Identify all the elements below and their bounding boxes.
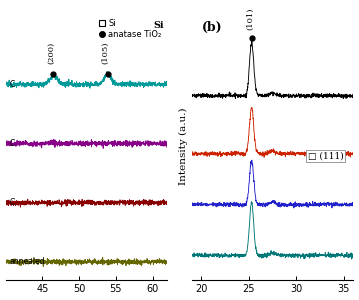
Text: C: C [9,198,14,207]
Text: (101): (101) [246,8,254,30]
Text: □ (111): □ (111) [308,152,344,161]
Text: (b): (b) [201,21,222,34]
Text: (105): (105) [102,41,109,64]
Legend: Si, anatase TiO₂: Si, anatase TiO₂ [96,17,163,41]
Text: Si: Si [153,21,164,30]
Text: C: C [9,80,14,89]
Text: annealed: annealed [9,257,45,266]
Text: (200): (200) [47,41,55,64]
Y-axis label: Intensity (a.u.): Intensity (a.u.) [178,108,187,185]
Text: C: C [9,139,14,148]
